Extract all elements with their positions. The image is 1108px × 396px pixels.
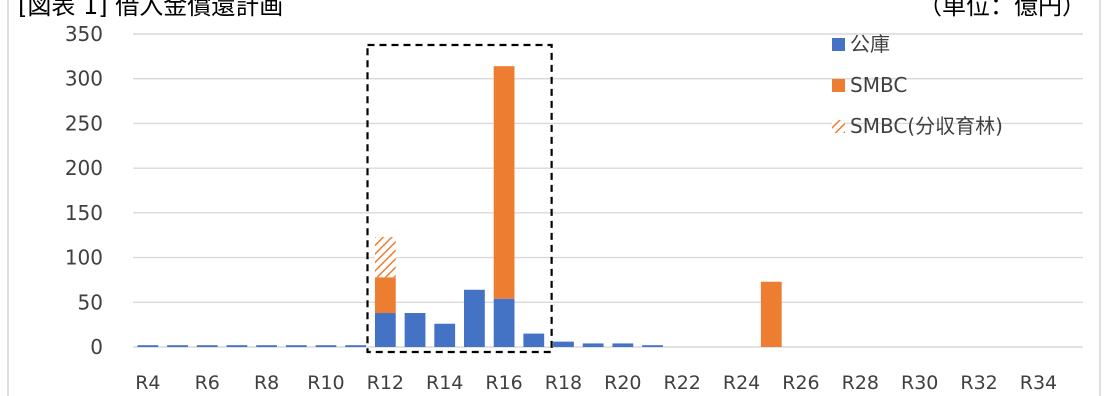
bar (493, 66, 515, 299)
bar (434, 323, 456, 347)
x-tick-label: R30 (901, 372, 938, 394)
x-tick-label: R34 (1020, 372, 1057, 394)
x-tick-label: R26 (782, 372, 819, 394)
x-tick-label: R32 (960, 372, 997, 394)
x-tick-label: R20 (604, 372, 641, 394)
x-tick-label: R14 (426, 372, 463, 394)
x-tick-label: R18 (545, 372, 582, 394)
y-tick-label: 250 (65, 111, 103, 135)
bar (493, 298, 515, 347)
y-tick-label: 50 (78, 290, 103, 314)
x-tick-label: R24 (723, 372, 760, 394)
legend-label: 公庫 (850, 32, 890, 56)
y-tick-label: 100 (65, 246, 103, 270)
bar (226, 345, 248, 347)
x-tick-label: R4 (135, 372, 160, 394)
bar (256, 345, 277, 347)
bar (612, 343, 634, 347)
x-tick-label: R6 (195, 372, 220, 394)
bar (374, 277, 396, 314)
y-tick-label: 300 (65, 67, 103, 91)
bar (196, 345, 218, 347)
legend-label: SMBC(分収育林) (850, 114, 1003, 138)
y-tick-label: 200 (65, 156, 103, 180)
legend-label: SMBC (850, 73, 907, 97)
bar (404, 313, 426, 347)
bar (553, 341, 574, 347)
y-tick-label: 350 (65, 22, 103, 46)
legend-swatch (832, 38, 845, 51)
x-tick-label: R10 (307, 372, 344, 394)
highlight-box (366, 43, 553, 354)
bar (374, 237, 396, 278)
y-tick-label: 0 (90, 335, 103, 359)
bar (523, 333, 545, 347)
x-tick-label: R28 (842, 372, 879, 394)
x-tick-label: R22 (664, 372, 701, 394)
legend-swatch (832, 120, 845, 133)
y-tick-label: 150 (65, 201, 103, 225)
bar (345, 345, 367, 347)
bar (582, 343, 604, 347)
bar (137, 345, 159, 347)
bar (760, 281, 782, 347)
x-tick-label: R16 (485, 372, 522, 394)
bar (642, 345, 663, 347)
bar (374, 313, 396, 347)
legend-swatch (832, 79, 845, 92)
bar (285, 345, 307, 347)
x-tick-label: R8 (254, 372, 279, 394)
chart-title: [図表 1] 借入金償還計画 (18, 0, 284, 20)
bar (464, 289, 485, 347)
unit-label: （単位：億円） (918, 0, 1086, 20)
x-tick-label: R12 (367, 372, 404, 394)
bar (167, 345, 188, 347)
bar (315, 345, 337, 347)
